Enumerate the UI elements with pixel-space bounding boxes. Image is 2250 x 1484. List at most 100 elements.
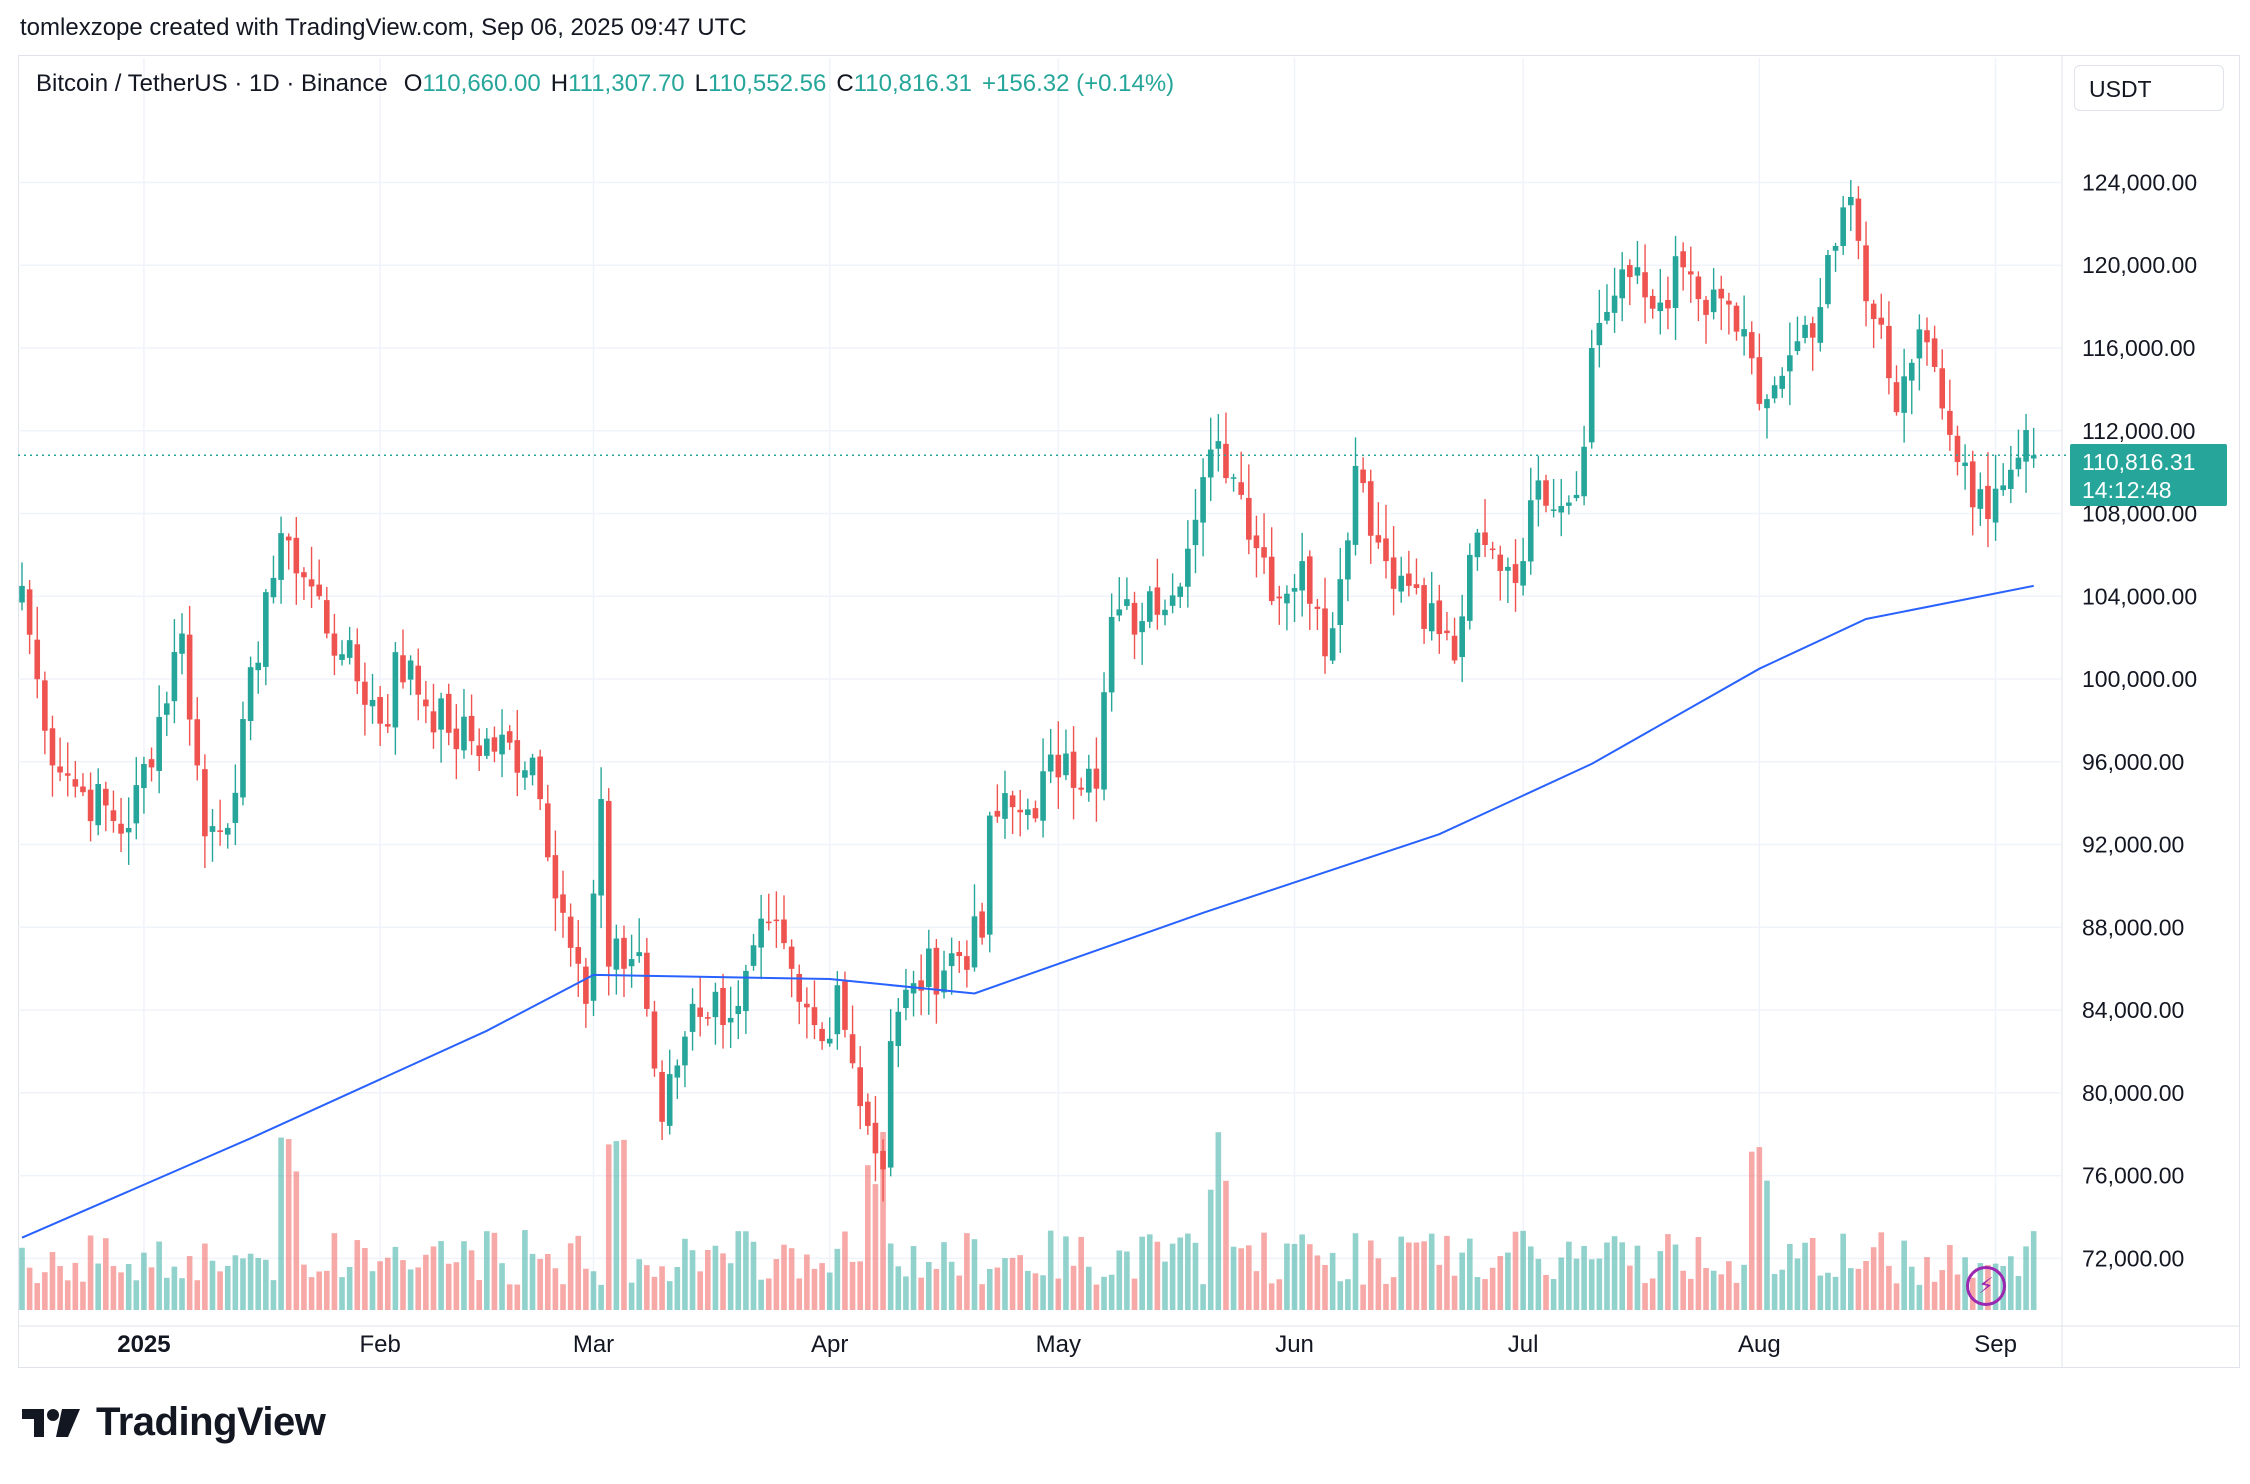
- candle-body: [87, 789, 94, 822]
- currency-button[interactable]: USDT: [2074, 65, 2224, 111]
- volume-bar: [263, 1259, 269, 1310]
- volume-bar: [377, 1261, 383, 1310]
- candle-body: [26, 589, 33, 635]
- candle-body: [506, 731, 513, 743]
- candle-body: [1665, 299, 1671, 309]
- candle-body: [339, 654, 345, 660]
- candle-body: [1901, 376, 1907, 413]
- volume-bar: [1718, 1274, 1725, 1310]
- candle-body: [1924, 330, 1930, 343]
- volume-bar: [224, 1265, 231, 1310]
- candle-body: [1223, 443, 1229, 479]
- volume-bar: [331, 1233, 338, 1310]
- lightning-icon[interactable]: ⚡: [1966, 1266, 2006, 1306]
- volume-bar: [1390, 1277, 1397, 1310]
- candle-body: [819, 1028, 825, 1042]
- volume-bar: [34, 1283, 41, 1310]
- candle-body: [301, 572, 307, 578]
- candle-body: [956, 952, 963, 956]
- candle-body: [1520, 561, 1526, 586]
- candle-body: [72, 779, 79, 787]
- candle-body: [1306, 556, 1313, 604]
- candle-body: [1771, 385, 1778, 399]
- volume-bar: [1825, 1272, 1831, 1310]
- volume-bar: [1947, 1245, 1953, 1310]
- low-label: L: [694, 70, 708, 97]
- tradingview-logo[interactable]: TradingView: [22, 1400, 326, 1445]
- volume-bar: [384, 1257, 391, 1310]
- candle-body: [758, 918, 764, 948]
- volume-bar: [1748, 1151, 1755, 1310]
- time-tick-label: 2025: [117, 1331, 170, 1358]
- volume-bar: [316, 1271, 322, 1310]
- volume-bar: [552, 1268, 559, 1310]
- volume-bar: [1268, 1283, 1275, 1310]
- volume-bar: [1627, 1265, 1633, 1310]
- volume-bar: [285, 1139, 292, 1310]
- volume-bar: [118, 1272, 124, 1310]
- candle-body: [872, 1122, 879, 1154]
- volume-bar: [1375, 1258, 1382, 1310]
- candle-body: [1390, 557, 1397, 589]
- volume-bar: [1261, 1232, 1267, 1310]
- volume-bar: [689, 1250, 696, 1310]
- volume-bar: [49, 1252, 56, 1310]
- candle-body: [948, 953, 955, 967]
- candle-body: [57, 766, 63, 773]
- volume-bar: [1398, 1236, 1405, 1310]
- volume-bar: [1230, 1246, 1237, 1310]
- candle-body: [1505, 566, 1511, 571]
- price-axis: 124,000.00 120,000.00 116,000.00 112,000.00…: [2082, 169, 2197, 1271]
- volume-bar: [910, 1246, 917, 1310]
- volume-bar: [849, 1261, 856, 1310]
- price-tick-label: 116,000.00: [2082, 335, 2195, 361]
- candle-body: [430, 711, 437, 733]
- candle-body: [1604, 311, 1610, 321]
- candle-body: [1634, 267, 1641, 276]
- candle-body: [1817, 307, 1824, 343]
- volume-bar: [1223, 1180, 1229, 1310]
- volume-bar: [1779, 1269, 1786, 1310]
- chart-frame: [18, 55, 2240, 1368]
- candle-body: [1139, 621, 1145, 633]
- candle-body: [1787, 355, 1793, 372]
- candle-body: [903, 989, 909, 1009]
- ohlc-legend: Bitcoin / TetherUS · 1D · Binance O110,6…: [36, 70, 1174, 98]
- candle-body: [1596, 322, 1603, 346]
- symbol-label[interactable]: Bitcoin / TetherUS · 1D · Binance: [36, 70, 388, 97]
- close-value: 110,816.31: [853, 70, 973, 97]
- candle-body: [1055, 754, 1062, 778]
- volume-bar: [1238, 1248, 1244, 1310]
- candle-body: [392, 652, 399, 728]
- volume-bar: [202, 1243, 208, 1310]
- volume-bar: [1901, 1240, 1907, 1310]
- candle-body: [865, 1101, 871, 1126]
- candle-body: [1489, 548, 1496, 551]
- candle-body: [1703, 299, 1709, 315]
- candle-body: [1543, 480, 1549, 506]
- volume-bar: [1543, 1274, 1549, 1310]
- volume-bar: [925, 1261, 932, 1310]
- candle-body: [1284, 593, 1290, 604]
- candle-body: [110, 810, 117, 821]
- candle-body: [453, 728, 460, 750]
- volume-bar: [811, 1268, 818, 1310]
- volume-bar: [362, 1248, 368, 1310]
- candle-body: [1581, 446, 1587, 497]
- candle-body: [979, 911, 985, 938]
- candle-body: [377, 697, 383, 724]
- grid: [18, 55, 2240, 1368]
- candle-body: [285, 536, 292, 541]
- volume-bar: [1284, 1243, 1290, 1310]
- candle-body: [1657, 302, 1664, 312]
- candle-body: [1809, 323, 1816, 338]
- volume-bar: [750, 1241, 757, 1310]
- volume-bar: [1672, 1244, 1679, 1310]
- volume-bar: [651, 1276, 658, 1310]
- volume-bar: [1436, 1264, 1443, 1310]
- candle-body: [1154, 587, 1161, 615]
- volume-bar: [491, 1232, 498, 1310]
- candle-body: [163, 703, 170, 715]
- candle-body: [1444, 630, 1450, 634]
